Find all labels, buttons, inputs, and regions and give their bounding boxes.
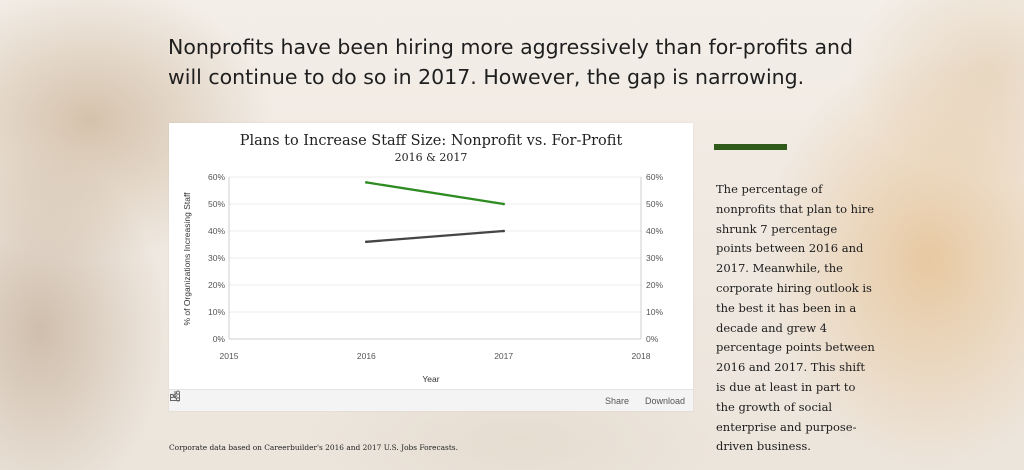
y-tick-label-right: 60% [646,172,663,182]
y-tick-label-right: 30% [646,253,663,263]
y-tick-label-left: 30% [208,253,225,263]
share-label: Share [604,395,629,406]
y-tick-label-left: 20% [208,280,225,290]
download-icon [170,391,180,401]
x-tick-label: 2018 [632,351,651,361]
y-tick-label-left: 0% [213,334,226,344]
download-button[interactable]: Download [170,391,685,406]
y-tick-label-left: 10% [208,307,225,317]
chart-toolbar: Share Download [169,389,693,411]
y-tick-label-right: 20% [646,280,663,290]
y-axis-title: % of Organizations Increasing Staff [182,192,192,326]
data-point [502,202,505,206]
y-tick-label-left: 60% [208,172,225,182]
y-tick-label-left: 50% [208,199,225,209]
y-tick-label-right: 0% [646,334,659,344]
x-tick-label: 2016 [357,351,376,361]
x-tick-label: 2017 [494,351,513,361]
data-point [502,229,505,233]
chart-title: Plans to Increase Staff Size: Nonprofit … [240,133,623,149]
y-tick-label-left: 40% [208,226,225,236]
data-point [365,240,368,244]
x-tick-label: 2015 [220,351,239,361]
headline: Nonprofits have been hiring more aggress… [168,35,854,89]
footnote: Corporate data based on Careerbuilder's … [169,443,458,452]
y-tick-label-right: 50% [646,199,663,209]
y-tick-label-right: 40% [646,226,663,236]
sidebar-text: The percentage of nonprofits that plan t… [716,182,875,454]
download-label: Download [644,395,685,406]
series-line-1 [365,181,505,206]
chart-card: Plans to Increase Staff Size: Nonprofit … [169,123,693,411]
x-axis-title: Year [422,374,439,384]
chart-subtitle: 2016 & 2017 [395,151,468,164]
accent-bar [714,144,787,150]
series-line-2 [365,229,505,243]
line-chart: Plans to Increase Staff Size: Nonprofit … [182,133,663,384]
y-tick-label-right: 10% [646,307,663,317]
data-point [365,181,368,184]
share-button[interactable]: Share [169,390,629,406]
